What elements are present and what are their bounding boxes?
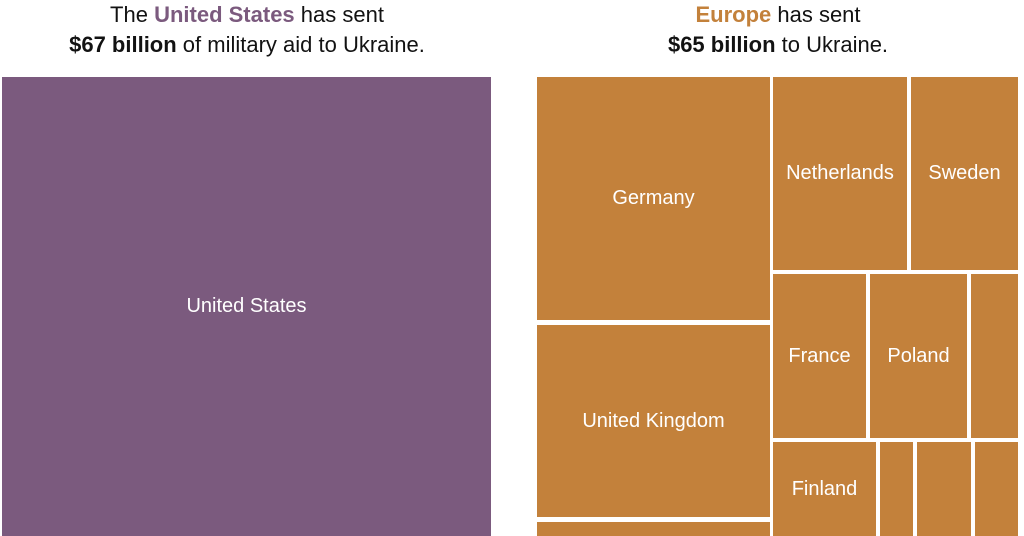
treemap-cell-label: Poland <box>887 344 950 367</box>
treemap-cell-label: Netherlands <box>786 162 894 184</box>
treemap-cell-poland: Poland <box>870 274 967 438</box>
us-highlight: United States <box>154 2 295 27</box>
treemap-cell-sweden: Sweden <box>911 77 1018 270</box>
us-headline-line1: The United States has sent <box>0 0 494 30</box>
treemap-cell-label: Sweden <box>928 162 1001 184</box>
treemap-cell-netherlands: Netherlands <box>773 77 907 270</box>
treemap-cell-label: United Kingdom <box>582 409 725 432</box>
treemap-cell-label: France <box>788 344 851 367</box>
us-headline-prefix: The <box>110 2 155 27</box>
europe-headline-line1: Europe has sent <box>534 0 1022 30</box>
treemap-cell-unlabeled-10 <box>917 442 971 536</box>
treemap-cell-label: Germany <box>612 187 695 209</box>
treemap-cell-united-states: United States <box>2 77 491 536</box>
us-headline-rest: of military aid to Ukraine. <box>176 32 425 57</box>
treemap-cell-finland: Finland <box>773 442 876 536</box>
treemap-cell-unlabeled-9 <box>880 442 913 536</box>
europe-headline-suffix: has sent <box>771 2 861 27</box>
treemap-cell-germany: Germany <box>537 77 770 320</box>
treemap-cell-label: Finland <box>791 477 858 500</box>
treemap-cell-france: France <box>773 274 866 438</box>
treemap-cell-label: United States <box>186 295 307 317</box>
treemap-cell-united-kingdom: United Kingdom <box>537 325 770 517</box>
treemap-cell-unlabeled-2 <box>537 522 770 536</box>
us-headline-suffix: has sent <box>294 2 384 27</box>
treemap-cell-unlabeled-11 <box>975 442 1018 536</box>
europe-highlight: Europe <box>695 2 772 27</box>
europe-headline-line2: $65 billion to Ukraine. <box>534 30 1022 60</box>
europe-amount: $65 billion <box>667 32 776 57</box>
us-headline-line2: $67 billion of military aid to Ukraine. <box>0 30 494 60</box>
us-headline: The United States has sent $67 billion o… <box>0 0 494 60</box>
treemap-cell-unlabeled-7 <box>971 274 1018 438</box>
europe-headline-rest: to Ukraine. <box>775 32 889 57</box>
europe-headline: Europe has sent $65 billion to Ukraine. <box>534 0 1022 60</box>
us-amount: $67 billion <box>69 32 177 57</box>
